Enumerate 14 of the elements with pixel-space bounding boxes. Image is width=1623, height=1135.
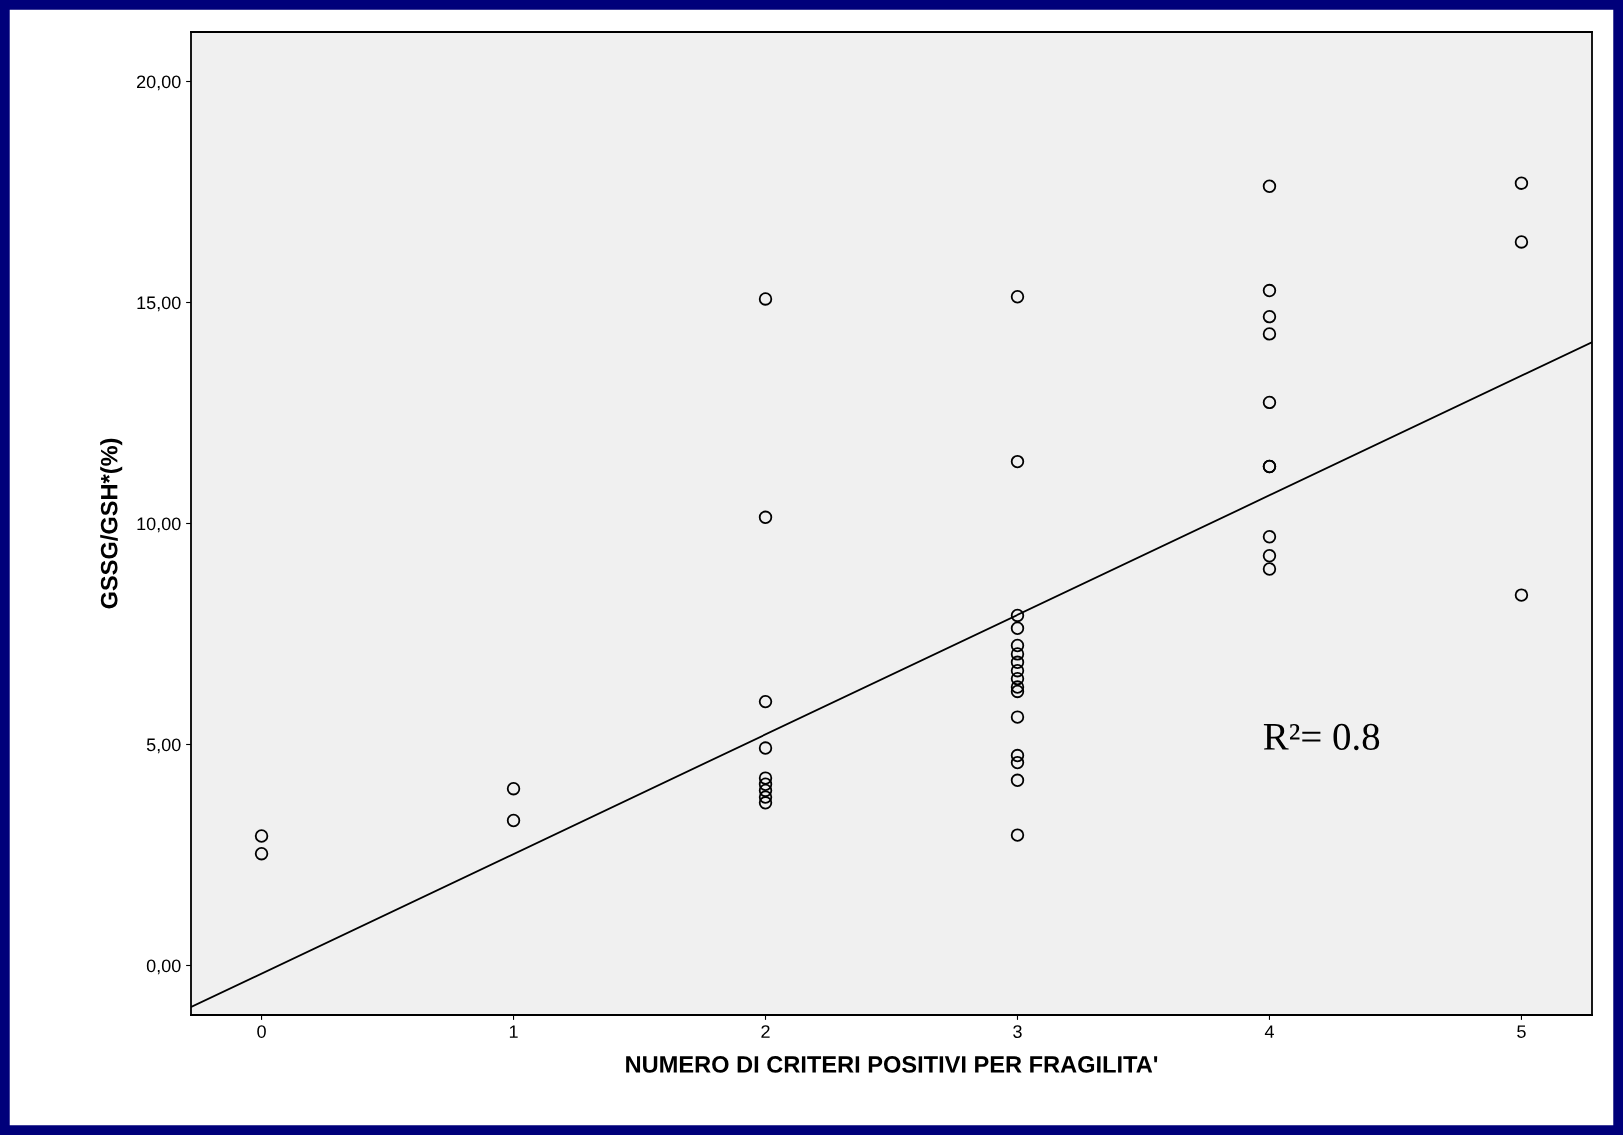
y-tick-label: 10,00 [137, 517, 181, 533]
x-tick-label: 3 [1013, 1025, 1022, 1038]
y-tick-label: 15,00 [137, 296, 181, 312]
x-tick-label: 0 [257, 1025, 266, 1038]
y-tick-label: 0,00 [146, 959, 181, 975]
x-tick-label: 2 [761, 1025, 770, 1038]
y-tick-label: 5,00 [146, 738, 181, 754]
x-tick-label: 4 [1264, 1025, 1274, 1038]
x-axis-title: NUMERO DI CRITERI POSITIVI PER FRAGILITA' [626, 1056, 1158, 1073]
x-tick-label: 5 [1517, 1025, 1526, 1038]
annotation: R²= 0.8 [1263, 723, 1380, 751]
x-tick-label: 1 [509, 1025, 518, 1038]
y-axis-title: GSSG/GSH*(%) [100, 438, 123, 609]
y-tick-label: 20,00 [137, 75, 181, 91]
